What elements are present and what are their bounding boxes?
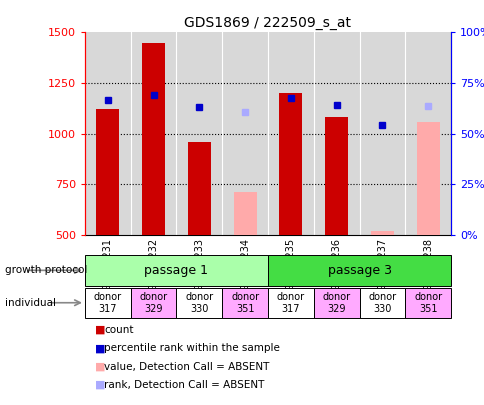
Text: ■: ■ [94,343,105,353]
Bar [416,122,439,235]
Text: ■: ■ [94,380,105,390]
Bar [370,231,393,235]
Bar [279,93,302,235]
Bar [96,109,119,235]
Bar [233,192,256,235]
Bar [267,255,450,286]
Bar [85,255,267,286]
Bar [176,32,222,235]
Text: growth protocol: growth protocol [5,265,87,275]
Text: donor
351: donor 351 [230,292,258,313]
Bar [142,43,165,235]
Bar [267,32,313,235]
Bar [324,117,348,235]
Bar [313,288,359,318]
Bar [222,288,267,318]
Text: passage 1: passage 1 [144,264,208,277]
Bar [176,288,222,318]
Bar [222,32,267,235]
Text: donor
330: donor 330 [367,292,395,313]
Text: donor
330: donor 330 [185,292,213,313]
Bar [267,288,313,318]
Bar [85,288,130,318]
Text: donor
351: donor 351 [413,292,441,313]
Bar [187,142,211,235]
Bar [130,288,176,318]
Text: donor
329: donor 329 [322,292,350,313]
Text: individual: individual [5,298,56,308]
Title: GDS1869 / 222509_s_at: GDS1869 / 222509_s_at [184,16,351,30]
Text: value, Detection Call = ABSENT: value, Detection Call = ABSENT [104,362,269,371]
Text: donor
329: donor 329 [139,292,167,313]
Bar [359,32,405,235]
Text: donor
317: donor 317 [276,292,304,313]
Bar [85,32,130,235]
Bar [313,32,359,235]
Text: ■: ■ [94,362,105,371]
Bar [359,288,405,318]
Text: count: count [104,325,134,335]
Text: rank, Detection Call = ABSENT: rank, Detection Call = ABSENT [104,380,264,390]
Text: passage 3: passage 3 [327,264,391,277]
Bar [130,32,176,235]
Text: percentile rank within the sample: percentile rank within the sample [104,343,280,353]
Text: donor
317: donor 317 [93,292,121,313]
Text: ■: ■ [94,325,105,335]
Bar [405,32,450,235]
Bar [405,288,450,318]
